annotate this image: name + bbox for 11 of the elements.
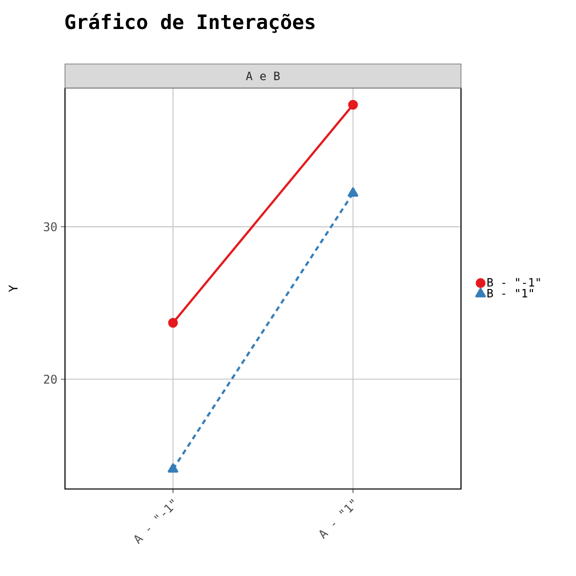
y-tick-label: 30 bbox=[44, 222, 57, 232]
text: A e B bbox=[246, 72, 280, 80]
chart-title: Gráfico de Interações bbox=[65, 12, 314, 33]
legend-label: B - "-1" bbox=[487, 278, 540, 287]
y-tick-label: 20 bbox=[44, 374, 57, 384]
point bbox=[348, 100, 358, 110]
point bbox=[168, 318, 178, 328]
y-axis-title: Y bbox=[8, 285, 18, 292]
x-tick-label: A - "-1" bbox=[134, 498, 174, 544]
legend-label: B - "1" bbox=[487, 289, 533, 298]
x-tick-label: A - "1" bbox=[319, 498, 354, 540]
